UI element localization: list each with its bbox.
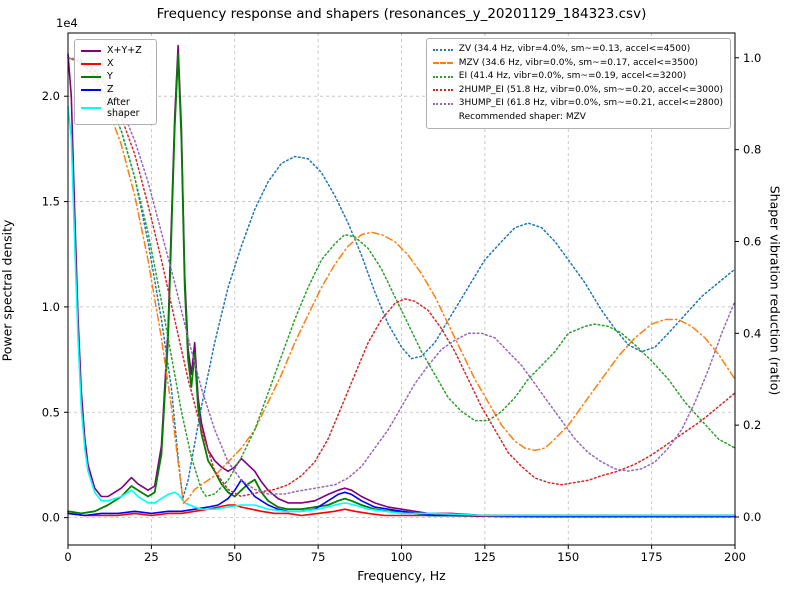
legend-label: 3HUMP_EI (61.8 Hz, vibr=0.0%, sm~=0.21, … [458, 98, 723, 108]
series-line-2hump_ei [67, 57, 736, 498]
legend-item: ZV (34.4 Hz, vibr=4.0%, sm~=0.13, accel<… [432, 43, 723, 57]
legend-item: X+Y+Z [81, 44, 149, 57]
legend-label: Z [107, 84, 114, 95]
legend-item: MZV (34.6 Hz, vibr=0.0%, sm~=0.17, accel… [432, 57, 723, 71]
y-tick-label-right: 1.0 [743, 51, 761, 65]
y-axis-label-right: Shaper vibration reduction (ratio) [767, 185, 783, 396]
y-tick-label-right: 0.2 [743, 418, 761, 432]
legend-label: ZV (34.4 Hz, vibr=4.0%, sm~=0.13, accel<… [458, 44, 691, 54]
line-swatch-xyz [81, 49, 101, 52]
y-tick-label-left: 0.0 [42, 511, 60, 525]
legend-psd: X+Y+Z X Y Z After shaper [74, 39, 157, 125]
legend-label: X [107, 58, 114, 69]
series-line-ei [67, 57, 736, 498]
y-tick-label-left: 1.5 [42, 195, 60, 209]
legend-item: EI (41.4 Hz, vibr=0.0%, sm~=0.19, accel<… [432, 70, 723, 84]
legend-item: 3HUMP_EI (61.8 Hz, vibr=0.0%, sm~=0.21, … [432, 97, 723, 111]
line-swatch-mzv [432, 62, 453, 65]
series-line-3hump_ei [67, 57, 736, 495]
legend-item: Y [81, 70, 149, 83]
series-line-after [67, 105, 736, 517]
series-line-x [67, 504, 736, 518]
x-tick-label: 75 [311, 550, 326, 564]
series-line-mzv [67, 57, 736, 504]
line-swatch-2hump-ei [432, 89, 453, 92]
chart-title: Frequency response and shapers (resonanc… [156, 6, 647, 22]
line-swatch-ei [432, 75, 453, 78]
line-swatch-zv [432, 48, 453, 51]
y-tick-label-left: 0.5 [42, 405, 60, 419]
y-axis-label-left: Power spectral density [0, 219, 15, 362]
legend-label: After shaper [107, 97, 140, 119]
legend-label: X+Y+Z [107, 45, 142, 56]
x-tick-label: 50 [227, 550, 242, 564]
legend-label: MZV (34.6 Hz, vibr=0.0%, sm~=0.17, accel… [458, 57, 698, 68]
series-line-zv [67, 57, 736, 500]
line-swatch-x [81, 62, 101, 65]
x-tick-label: 150 [557, 550, 579, 564]
y-axis-offset-text: 1e4 [56, 16, 78, 30]
x-tick-label: 175 [641, 550, 663, 564]
line-swatch-3hump-ei [432, 102, 453, 105]
x-tick-label: 125 [474, 550, 496, 564]
y-tick-label-left: 1.0 [42, 300, 60, 314]
x-axis-label: Frequency, Hz [357, 568, 446, 583]
line-swatch-after-shaper [81, 107, 101, 109]
x-tick-label: 100 [391, 550, 413, 564]
legend-item: After shaper [81, 96, 149, 120]
line-swatch-z [81, 88, 101, 91]
x-tick-label: 0 [64, 550, 71, 564]
x-tick-label: 200 [724, 550, 746, 564]
legend-item: Z [81, 83, 149, 96]
y-tick-label-right: 0.8 [743, 143, 761, 157]
series-line-x+y+z [67, 44, 736, 517]
y-tick-label-left: 2.0 [42, 89, 60, 103]
legend-label: EI (41.4 Hz, vibr=0.0%, sm~=0.19, accel<… [458, 71, 687, 81]
legend-label: 2HUMP_EI (51.8 Hz, vibr=0.0%, sm~=0.20, … [458, 84, 723, 95]
legend-shapers: ZV (34.4 Hz, vibr=4.0%, sm~=0.13, accel<… [425, 38, 731, 129]
legend-label: Y [107, 71, 113, 82]
recommended-shaper-note: Recommended shaper: MZV [458, 111, 586, 122]
y-tick-label-right: 0.0 [743, 510, 761, 524]
line-swatch-y [81, 75, 101, 78]
y-tick-label-right: 0.4 [743, 326, 761, 340]
x-tick-label: 25 [144, 550, 159, 564]
series-line-z [67, 478, 736, 518]
legend-item: 2HUMP_EI (51.8 Hz, vibr=0.0%, sm~=0.20, … [432, 84, 723, 98]
y-tick-label-right: 0.6 [743, 234, 761, 248]
legend-item: X [81, 57, 149, 70]
